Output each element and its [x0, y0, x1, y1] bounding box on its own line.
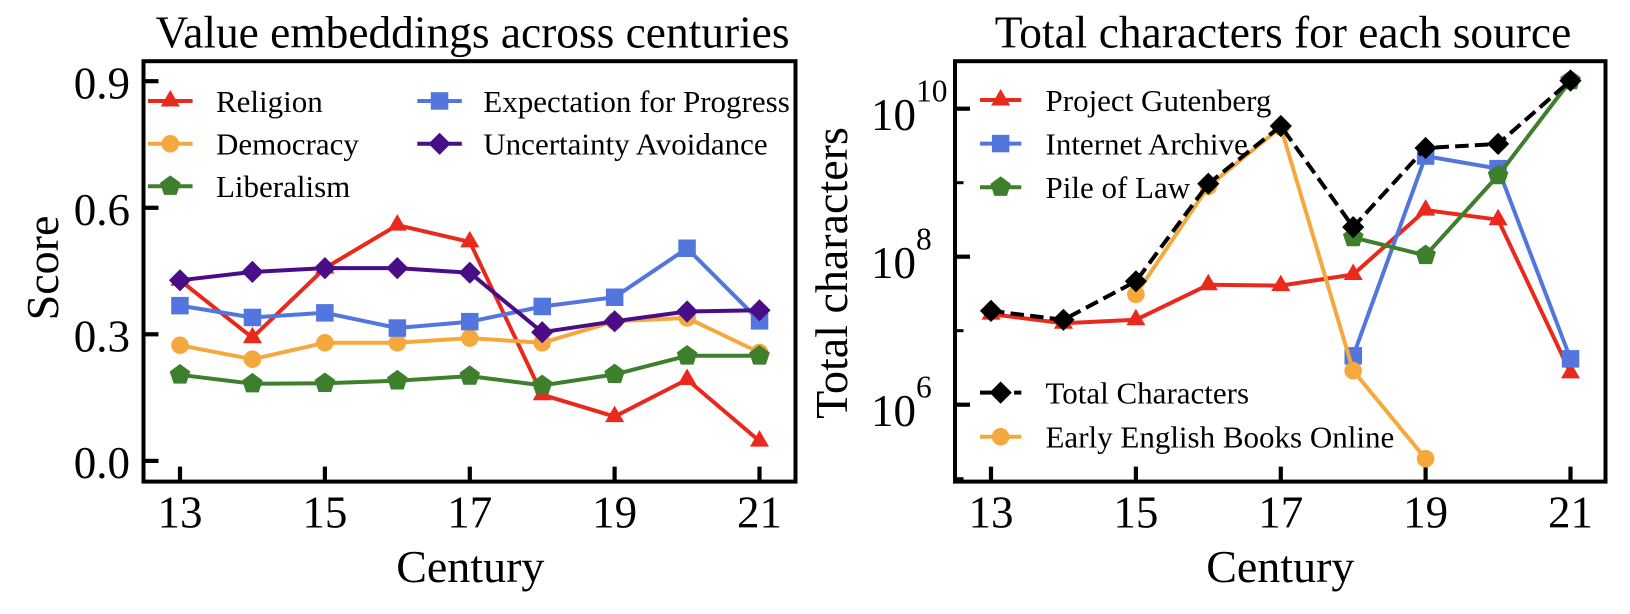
svg-text:Total Characters: Total Characters [1046, 375, 1250, 410]
svg-text:13: 13 [969, 488, 1014, 538]
svg-text:Expectation for Progress: Expectation for Progress [483, 84, 789, 119]
svg-text:15: 15 [302, 488, 347, 538]
svg-text:0.9: 0.9 [74, 58, 130, 108]
svg-text:Religion: Religion [216, 84, 323, 119]
svg-text:Pile of Law: Pile of Law [1046, 170, 1191, 205]
svg-text:0.3: 0.3 [74, 312, 130, 362]
svg-text:Total characters: Total characters [806, 127, 857, 419]
svg-text:Project Gutenberg: Project Gutenberg [1046, 83, 1272, 118]
svg-text:Value embeddings across centur: Value embeddings across centuries [155, 7, 789, 57]
svg-text:Liberalism: Liberalism [216, 169, 350, 204]
svg-text:Total characters for each sour: Total characters for each source [995, 7, 1571, 57]
svg-text:17: 17 [447, 488, 492, 538]
svg-text:Century: Century [396, 541, 544, 592]
svg-text:Democracy: Democracy [216, 127, 359, 162]
svg-text:21: 21 [1548, 488, 1593, 538]
svg-text:19: 19 [1403, 488, 1448, 538]
svg-text:15: 15 [1113, 488, 1158, 538]
svg-text:Century: Century [1206, 541, 1354, 592]
svg-text:Internet Archive: Internet Archive [1046, 126, 1248, 161]
svg-text:Early English Books Online: Early English Books Online [1046, 420, 1395, 455]
svg-text:19: 19 [592, 488, 637, 538]
svg-text:0.6: 0.6 [74, 185, 130, 235]
svg-text:13: 13 [158, 488, 203, 538]
svg-text:Uncertainty Avoidance: Uncertainty Avoidance [483, 127, 767, 162]
svg-text:0.0: 0.0 [74, 438, 130, 488]
svg-text:17: 17 [1258, 488, 1303, 538]
svg-text:Score: Score [17, 216, 68, 321]
svg-text:21: 21 [737, 488, 782, 538]
